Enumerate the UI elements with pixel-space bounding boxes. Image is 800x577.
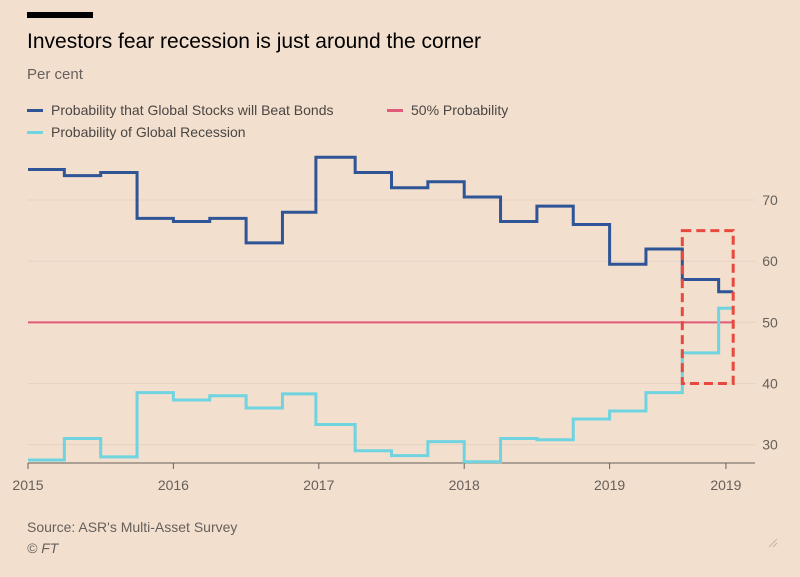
resize-handle-icon (768, 538, 778, 548)
series-line-0 (28, 155, 734, 294)
legend-label-recession: Probability of Global Recession (51, 124, 246, 140)
x-tick-label-5: 2019 (710, 477, 741, 493)
ft-top-bar (27, 12, 93, 18)
legend-item-recession: Probability of Global Recession (27, 124, 246, 140)
legend-swatch-recession (27, 130, 43, 134)
series-line-2 (28, 306, 734, 464)
x-tick-label-0: 2015 (12, 477, 43, 493)
chart-subtitle: Per cent (27, 66, 83, 83)
y-tick-label-30: 30 (762, 437, 778, 453)
source-note: Source: ASR's Multi-Asset Survey (27, 519, 238, 535)
x-tick-label-3: 2018 (449, 477, 480, 493)
chart-title: Investors fear recession is just around … (27, 30, 482, 53)
annotation-highlight-box-0 (680, 229, 735, 385)
y-tick-label-60: 60 (762, 253, 778, 269)
ft-credit: © FT (27, 540, 59, 556)
legend-item-stocks-beat-bonds: Probability that Global Stocks will Beat… (27, 102, 333, 118)
x-tick-label-4: 2019 (594, 477, 625, 493)
y-tick-label-70: 70 (762, 192, 778, 208)
legend-label-50: 50% Probability (411, 102, 509, 118)
x-tick-label-2: 2017 (303, 477, 334, 493)
legend-item-50-percent: 50% Probability (387, 102, 508, 118)
legend-swatch-stocks (27, 108, 43, 112)
x-tick-label-1: 2016 (158, 477, 189, 493)
y-tick-label-40: 40 (762, 376, 778, 392)
legend-swatch-50 (387, 108, 403, 112)
y-tick-label-50: 50 (762, 314, 778, 330)
legend-label-stocks: Probability that Global Stocks will Beat… (51, 102, 334, 118)
